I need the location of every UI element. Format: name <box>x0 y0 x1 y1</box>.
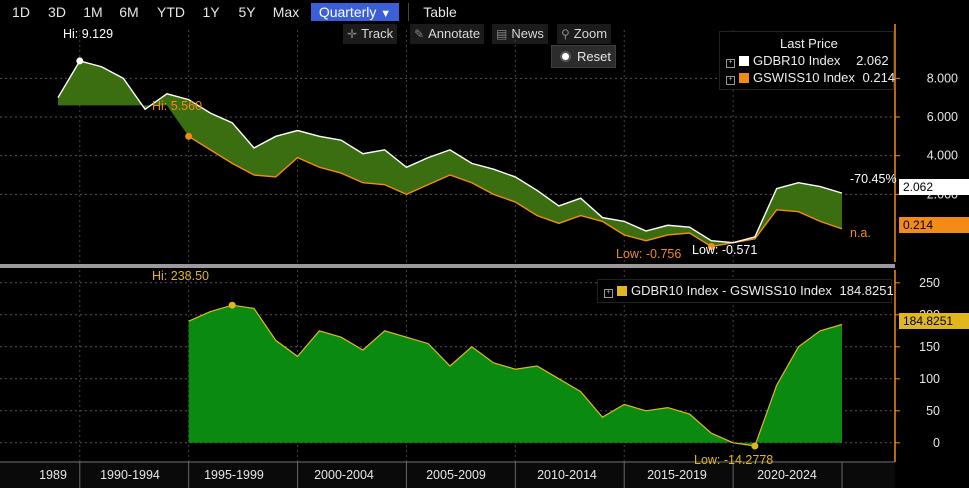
legend-top: Last Price + GDBR10 Index 2.062 + GSWISS10… <box>719 31 895 90</box>
tab-max[interactable]: Max <box>272 4 300 20</box>
x-tick-label: 2020-2024 <box>757 468 817 482</box>
annotate-button[interactable]: ✎ Annotate <box>410 24 485 44</box>
crosshair-icon: ✛ <box>347 27 358 41</box>
spread-high-marker <box>228 301 236 309</box>
panel-divider <box>0 264 895 268</box>
y-tick-label: 6.000 <box>927 110 958 124</box>
magnifier-icon: ⚲ <box>561 27 570 41</box>
chevron-down-icon: ▼ <box>380 8 392 20</box>
gswiss-high-marker <box>185 132 193 140</box>
legend-gswiss-name: GSWISS10 Index <box>753 70 855 85</box>
na-label: n.a. <box>850 226 871 240</box>
zoom-button[interactable]: ⚲ Zoom <box>557 24 612 44</box>
zoom-label: Zoom <box>573 26 608 41</box>
annotation-hi-spread: Hi: 238.50 <box>152 269 209 283</box>
tab-5y[interactable]: 5Y <box>238 4 256 20</box>
gdbr-swatch <box>739 56 749 66</box>
expand-icon[interactable]: + <box>604 289 613 298</box>
tab-table[interactable]: Table <box>423 4 457 20</box>
y-tick-label: 0 <box>933 436 940 450</box>
legend-spread-value: 184.8251 <box>839 283 894 298</box>
legend-row-gswiss: + GSWISS10 Index 0.214 <box>726 70 895 85</box>
spread-low-marker <box>751 442 759 450</box>
x-tick-label: 2010-2014 <box>537 468 597 482</box>
tab-ytd[interactable]: YTD <box>157 4 185 20</box>
y-tick-label: 100 <box>919 372 940 386</box>
period-select-label: Quarterly <box>318 4 377 20</box>
spread-series-line <box>188 304 843 447</box>
gswiss-last-price-tag: 0.214 <box>899 217 969 233</box>
gdbr-last-price-tag: 2.062 <box>899 179 969 195</box>
reset-icon <box>560 51 571 62</box>
y-tick-label: 4.000 <box>927 149 958 163</box>
news-button[interactable]: ▤ News <box>492 24 548 44</box>
annotation-low-spread: Low: -14.2778 <box>694 453 774 467</box>
y-tick-label: 150 <box>919 340 940 354</box>
expand-icon[interactable]: + <box>726 76 735 85</box>
annotation-hi-gdbr: Hi: 9.129 <box>63 27 114 41</box>
tab-1y[interactable]: 1Y <box>202 4 220 20</box>
annotation-low-gdbr: Low: -0.571 <box>692 243 758 257</box>
track-label: Track <box>361 26 394 41</box>
tab-3d[interactable]: 3D <box>48 4 66 20</box>
annotation-hi-gswiss: Hi: 5.560 <box>152 99 203 113</box>
y-tick-label: 8.000 <box>927 71 958 85</box>
expand-icon[interactable]: + <box>726 59 735 68</box>
spread-swatch <box>617 286 627 296</box>
news-label: News <box>511 26 544 41</box>
track-button[interactable]: ✛ Track <box>343 24 398 44</box>
period-select[interactable]: Quarterly ▼ <box>311 3 399 21</box>
spread-area-fill <box>188 305 842 446</box>
tab-1d[interactable]: 1D <box>12 4 30 20</box>
legend-gdbr-name: GDBR10 Index <box>753 53 841 68</box>
reset-button[interactable]: Reset <box>551 45 616 68</box>
y-tick-label: 250 <box>919 276 940 290</box>
x-tick-label: 2005-2009 <box>426 468 486 482</box>
gswiss-swatch <box>739 73 749 83</box>
legend-row-spread: + GDBR10 Index - GSWISS10 Index 184.8251 <box>604 283 894 298</box>
legend-gswiss-value: 0.214 <box>862 70 896 85</box>
spread-last-price-tag: 184.8251 <box>899 313 969 329</box>
legend-gdbr-value: 2.062 <box>856 53 889 68</box>
news-icon: ▤ <box>496 27 508 41</box>
period-tab-bar: 1D 3D 1M 6M YTD 1Y 5Y Max Quarterly ▼ Ta… <box>0 0 969 24</box>
x-tick-label: 1995-1999 <box>204 468 264 482</box>
x-tick-label: 2015-2019 <box>647 468 707 482</box>
gdbr-high-marker <box>76 57 84 65</box>
tab-6m[interactable]: 6M <box>119 4 139 20</box>
legend-bottom: + GDBR10 Index - GSWISS10 Index 184.8251 <box>597 279 894 303</box>
tab-1m[interactable]: 1M <box>83 4 103 20</box>
gswiss-series-line <box>188 135 843 248</box>
y-tick-label: 50 <box>926 404 940 418</box>
pct-change-label: -70.45% <box>850 172 897 186</box>
legend-row-gdbr: + GDBR10 Index 2.062 <box>726 53 889 68</box>
annotate-label: Annotate <box>428 26 481 41</box>
x-tick-label: 1990-1994 <box>100 468 160 482</box>
x-tick-label: 2000-2004 <box>314 468 374 482</box>
reset-label: Reset <box>577 49 611 64</box>
x-tick-label: 1989 <box>39 468 67 482</box>
annotation-low-gswiss: Low: -0.756 <box>616 247 682 261</box>
legend-header: Last Price <box>780 36 838 51</box>
pencil-icon: ✎ <box>414 27 425 41</box>
legend-spread-name: GDBR10 Index - GSWISS10 Index <box>631 283 832 298</box>
